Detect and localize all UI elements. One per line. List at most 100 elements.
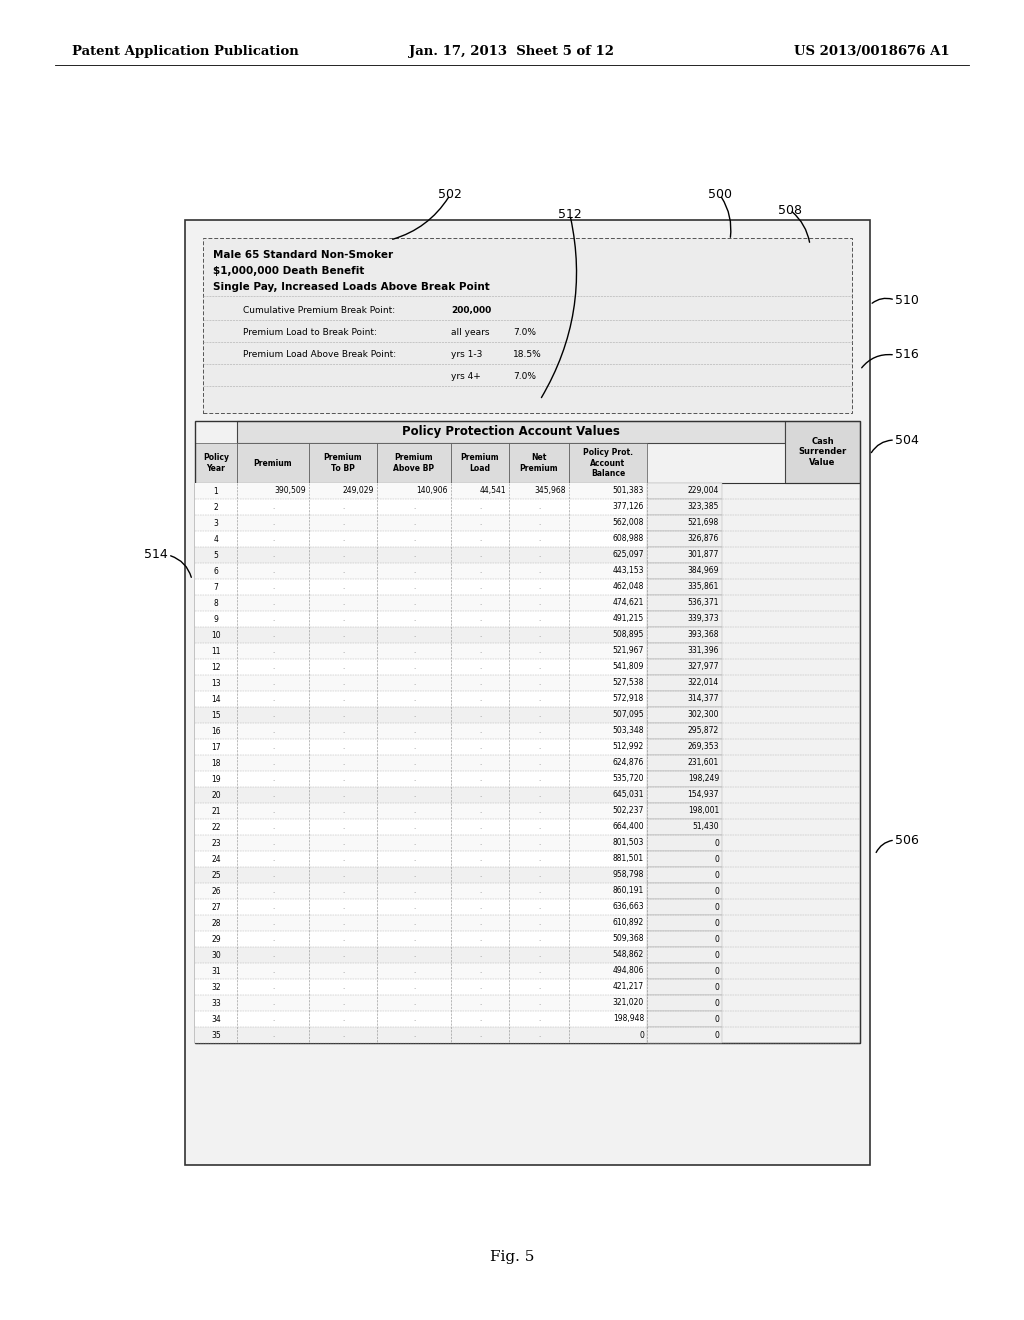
Text: .: . xyxy=(479,711,481,718)
Bar xyxy=(569,546,647,564)
Text: 1: 1 xyxy=(214,487,218,495)
Text: .: . xyxy=(479,824,481,830)
Text: 0: 0 xyxy=(639,1031,644,1040)
Text: Premium Load Above Break Point:: Premium Load Above Break Point: xyxy=(243,350,396,359)
Bar xyxy=(377,675,451,690)
Text: .: . xyxy=(413,952,415,958)
Text: 501,383: 501,383 xyxy=(612,487,644,495)
Text: 390,509: 390,509 xyxy=(274,487,306,495)
Bar xyxy=(309,595,377,611)
Text: 536,371: 536,371 xyxy=(687,598,719,607)
Text: .: . xyxy=(272,504,274,510)
Text: .: . xyxy=(342,808,344,814)
Text: 249,029: 249,029 xyxy=(343,487,374,495)
Bar xyxy=(451,675,509,690)
Bar xyxy=(569,659,647,675)
Text: .: . xyxy=(342,920,344,927)
Text: .: . xyxy=(272,776,274,781)
Bar xyxy=(451,771,509,787)
Bar xyxy=(377,723,451,739)
Text: Jan. 17, 2013  Sheet 5 of 12: Jan. 17, 2013 Sheet 5 of 12 xyxy=(410,45,614,58)
Text: 508: 508 xyxy=(778,203,802,216)
Bar xyxy=(237,771,309,787)
Text: 0: 0 xyxy=(714,966,719,975)
Text: 30: 30 xyxy=(211,950,221,960)
Bar xyxy=(509,818,569,836)
Bar xyxy=(309,931,377,946)
Bar xyxy=(647,803,722,818)
Text: .: . xyxy=(342,504,344,510)
Bar xyxy=(509,708,569,723)
Bar xyxy=(569,708,647,723)
Text: .: . xyxy=(479,968,481,974)
Text: 0: 0 xyxy=(714,838,719,847)
Bar xyxy=(451,531,509,546)
Text: .: . xyxy=(272,1032,274,1038)
Text: .: . xyxy=(538,583,540,590)
Text: .: . xyxy=(538,1016,540,1022)
Bar xyxy=(237,755,309,771)
Bar xyxy=(237,995,309,1011)
Bar xyxy=(569,851,647,867)
Text: .: . xyxy=(479,504,481,510)
Bar xyxy=(647,818,722,836)
Text: .: . xyxy=(479,601,481,606)
Text: .: . xyxy=(342,904,344,909)
Text: 27: 27 xyxy=(211,903,221,912)
Text: .: . xyxy=(479,936,481,942)
Bar xyxy=(377,995,451,1011)
Bar xyxy=(195,771,237,787)
Bar xyxy=(377,564,451,579)
Bar xyxy=(509,995,569,1011)
Text: .: . xyxy=(479,904,481,909)
Bar xyxy=(509,787,569,803)
Bar xyxy=(237,867,309,883)
Text: 516: 516 xyxy=(895,348,919,362)
Text: .: . xyxy=(479,536,481,543)
Text: .: . xyxy=(479,632,481,638)
Text: .: . xyxy=(413,744,415,750)
Bar xyxy=(195,564,237,579)
Bar xyxy=(509,564,569,579)
Text: 339,373: 339,373 xyxy=(687,615,719,623)
Text: 18: 18 xyxy=(211,759,221,767)
Bar xyxy=(195,883,237,899)
Text: 521,698: 521,698 xyxy=(688,519,719,528)
Text: .: . xyxy=(413,776,415,781)
Bar xyxy=(509,964,569,979)
Bar xyxy=(569,499,647,515)
Text: 512: 512 xyxy=(558,209,582,222)
Bar xyxy=(377,755,451,771)
Text: .: . xyxy=(413,873,415,878)
Bar xyxy=(569,803,647,818)
Bar xyxy=(451,915,509,931)
Text: .: . xyxy=(272,680,274,686)
Bar xyxy=(509,883,569,899)
Text: .: . xyxy=(413,1001,415,1006)
Text: .: . xyxy=(413,601,415,606)
Text: Net
Premium: Net Premium xyxy=(520,453,558,473)
Bar xyxy=(195,1011,237,1027)
Bar xyxy=(509,1027,569,1043)
Bar xyxy=(309,499,377,515)
Text: .: . xyxy=(479,808,481,814)
Bar xyxy=(309,579,377,595)
Bar xyxy=(509,595,569,611)
Bar xyxy=(509,643,569,659)
Bar xyxy=(509,723,569,739)
Text: .: . xyxy=(413,840,415,846)
Bar xyxy=(195,723,237,739)
Bar xyxy=(237,915,309,931)
Bar xyxy=(309,675,377,690)
Text: .: . xyxy=(272,920,274,927)
Text: 12: 12 xyxy=(211,663,221,672)
Bar xyxy=(451,579,509,595)
Text: .: . xyxy=(342,952,344,958)
Bar xyxy=(647,851,722,867)
Text: 31: 31 xyxy=(211,966,221,975)
Text: 562,008: 562,008 xyxy=(612,519,644,528)
Bar xyxy=(237,659,309,675)
Text: .: . xyxy=(272,583,274,590)
Text: 377,126: 377,126 xyxy=(612,503,644,511)
Bar xyxy=(509,867,569,883)
